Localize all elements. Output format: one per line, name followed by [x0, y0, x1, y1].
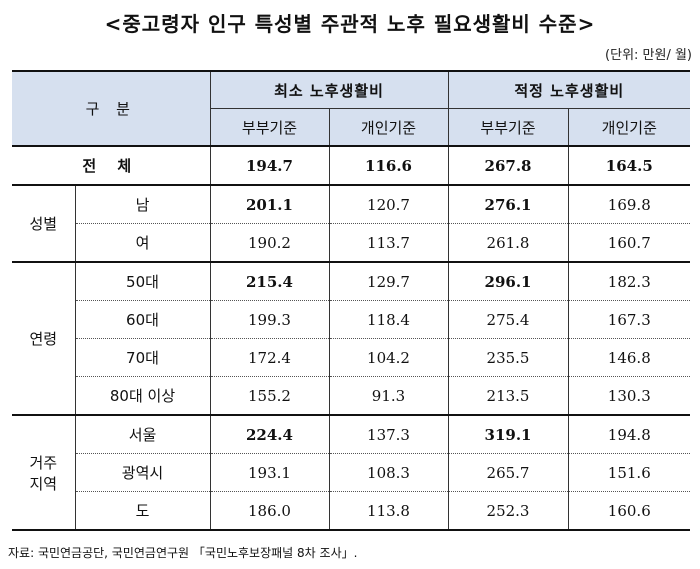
cell-value: 213.5: [447, 376, 569, 415]
row-label: 70대: [74, 338, 210, 377]
cell-value: 91.3: [328, 376, 449, 415]
table-row: 성별 남 201.1 120.7 276.1 169.8: [12, 184, 691, 262]
cell-value: 116.6: [328, 145, 449, 185]
source-note: 자료: 국민연금공단, 국민연금연구원 「국민노후보장패널 8차 조사」.: [8, 546, 358, 560]
group-label-gender: 성별: [12, 184, 76, 262]
cell-value: 164.5: [567, 145, 691, 185]
header-proper-individual: 개인기준: [567, 108, 691, 146]
cell-value: 201.1: [209, 184, 329, 224]
cell-value: 194.8: [567, 414, 691, 454]
cell-value: 169.8: [567, 184, 691, 224]
table-title: <중고령자 인구 특성별 주관적 노후 필요생활비 수준>: [104, 12, 596, 36]
cell-value: 137.3: [328, 414, 449, 454]
cell-value: 276.1: [447, 184, 569, 224]
table-row: 연령 50대 215.4 129.7 296.1 182.3: [12, 261, 691, 415]
cell-value: 151.6: [567, 453, 691, 492]
group-label-region-line1: 거주: [29, 453, 58, 472]
cell-value: 130.3: [567, 376, 691, 415]
table-row: 거주 지역 서울 224.4 137.3 319.1 194.8: [12, 414, 691, 530]
row-label: 광역시: [74, 453, 210, 492]
row-label: 50대: [74, 261, 210, 301]
cell-value: 160.7: [567, 223, 691, 262]
cell-value: 296.1: [447, 261, 569, 301]
table-row: 여 190.2 113.7 261.8 160.7: [12, 223, 691, 262]
cell-value: 265.7: [447, 453, 569, 492]
cell-value: 252.3: [447, 491, 569, 530]
table-row: 70대 172.4 104.2 235.5 146.8: [12, 338, 691, 377]
row-label: 60대: [74, 300, 210, 339]
cell-value: 267.8: [447, 145, 569, 185]
cell-value: 186.0: [209, 491, 329, 530]
row-label: 도: [74, 491, 210, 530]
cell-value: 108.3: [328, 453, 449, 492]
group-label-region-line2: 지역: [29, 474, 58, 493]
cell-value: 319.1: [447, 414, 569, 454]
group-label-region: 거주 지역: [12, 414, 75, 530]
row-label: 80대 이상: [74, 376, 210, 415]
table-row-total: 전 체 194.7 116.6 267.8 164.5: [12, 145, 691, 185]
unit-note: (단위: 만원/ 월): [605, 48, 692, 63]
header-min-couple: 부부기준: [209, 108, 329, 146]
cell-value: 275.4: [447, 300, 569, 339]
cell-value: 104.2: [328, 338, 449, 377]
cell-value: 235.5: [447, 338, 569, 377]
header-category: 구 분: [12, 71, 210, 147]
table-row: 도 186.0 113.8 252.3 160.6: [12, 491, 691, 530]
cell-value: 167.3: [567, 300, 691, 339]
row-label: 여: [74, 223, 210, 262]
table-row: 80대 이상 155.2 91.3 213.5 130.3: [12, 376, 691, 415]
cell-value: 129.7: [328, 261, 449, 301]
cell-value: 261.8: [447, 223, 569, 262]
cell-value: 194.7: [209, 145, 329, 185]
cell-value: 155.2: [209, 376, 329, 415]
cell-value: 160.6: [567, 491, 691, 530]
table-row: 광역시 193.1 108.3 265.7 151.6: [12, 453, 691, 492]
cell-value: 182.3: [567, 261, 691, 301]
cell-value: 118.4: [328, 300, 449, 339]
cell-value: 146.8: [567, 338, 691, 377]
cell-value: 224.4: [209, 414, 329, 454]
group-label-age: 연령: [12, 261, 75, 415]
cell-value: 193.1: [209, 453, 329, 492]
cell-value: 172.4: [209, 338, 329, 377]
header-min-individual: 개인기준: [328, 108, 449, 146]
cell-value: 215.4: [209, 261, 329, 301]
cell-value: 113.7: [328, 223, 449, 262]
header-proper-living-cost: 적정 노후생활비: [447, 71, 691, 109]
cell-value: 199.3: [209, 300, 329, 339]
cell-value: 113.8: [328, 491, 449, 530]
row-label: 남: [74, 184, 210, 224]
header-min-living-cost: 최소 노후생활비: [209, 71, 449, 109]
header-proper-couple: 부부기준: [447, 108, 569, 146]
cell-value: 120.7: [328, 184, 449, 224]
row-label-total: 전 체: [12, 145, 210, 185]
row-label: 서울: [74, 414, 210, 454]
living-cost-table: 구 분 최소 노후생활비 적정 노후생활비 부부기준 개인기준 부부기준 개인기…: [12, 70, 691, 531]
cell-value: 190.2: [209, 223, 329, 262]
table-row: 60대 199.3 118.4 275.4 167.3: [12, 300, 691, 339]
